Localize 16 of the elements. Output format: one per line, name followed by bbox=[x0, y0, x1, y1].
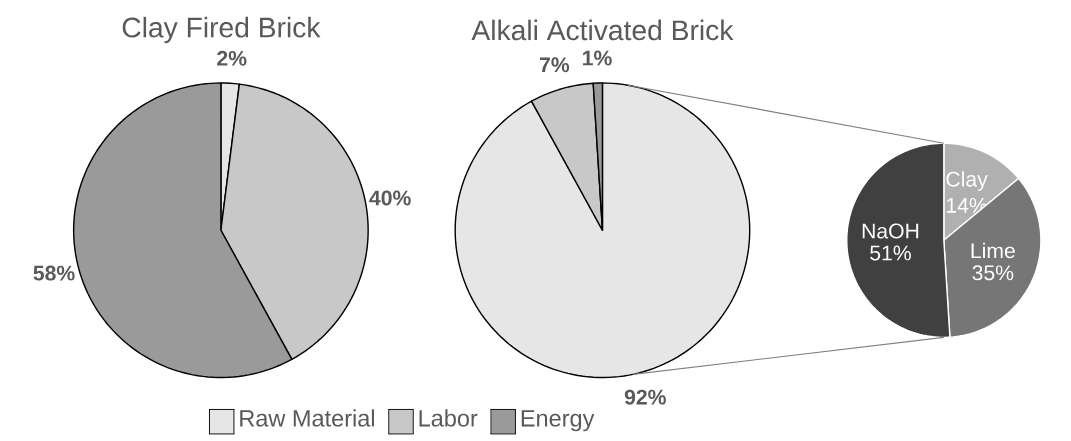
data-label: 1% bbox=[583, 50, 612, 66]
legend-label: Labor bbox=[419, 409, 478, 427]
chart-title: Alkali Activated Brick bbox=[471, 19, 734, 41]
legend-label: Raw Material bbox=[240, 409, 374, 427]
slice-label: Clay bbox=[946, 171, 988, 191]
data-label: 40% bbox=[369, 190, 411, 206]
data-label: 51% bbox=[870, 245, 911, 261]
legend-label: Energy bbox=[521, 410, 595, 432]
data-label: 58% bbox=[33, 265, 75, 281]
slice-label: Lime bbox=[971, 242, 1015, 259]
data-label: 7% bbox=[540, 57, 570, 73]
data-label: 92% bbox=[624, 389, 666, 405]
data-label: 2% bbox=[217, 50, 247, 66]
slice-label: NaOH bbox=[862, 223, 919, 239]
data-label: 35% bbox=[972, 265, 1014, 281]
chart-title: Clay Fired Brick bbox=[122, 16, 321, 44]
